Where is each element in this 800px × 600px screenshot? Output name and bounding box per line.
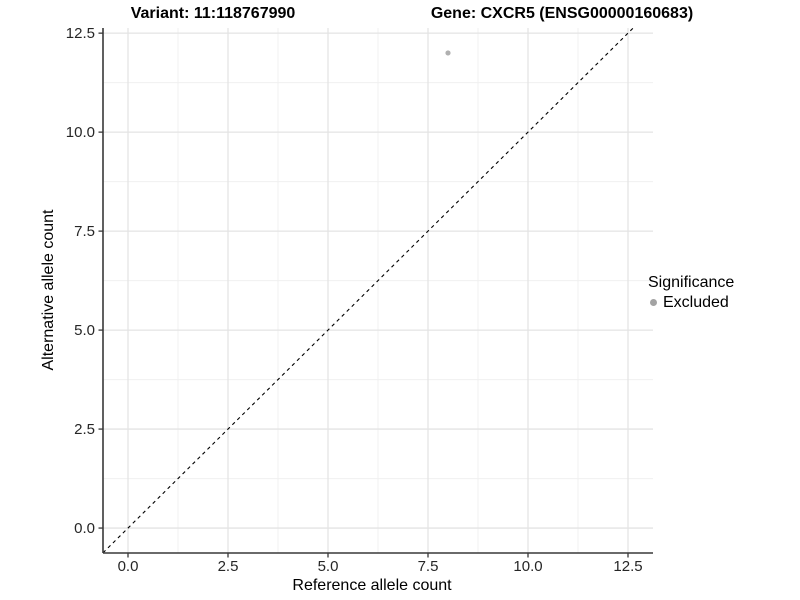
- variant-title: Variant: 11:118767990: [130, 5, 296, 22]
- identity-line: [102, 27, 634, 554]
- y-tick-label: 2.5: [74, 421, 95, 438]
- gene-title: Gene: CXCR5 (ENSG00000160683): [430, 5, 694, 22]
- data-point: [445, 50, 451, 56]
- y-tick-label: 0.0: [74, 520, 95, 537]
- legend-entry-excluded: Excluded: [646, 293, 734, 312]
- legend-key-dot: [650, 299, 657, 306]
- y-tick-label: 5.0: [74, 322, 95, 339]
- y-tick-label: 10.0: [66, 124, 95, 141]
- y-tick-label: 7.5: [74, 223, 95, 240]
- legend-title: Significance: [648, 274, 735, 291]
- legend: Significance Excluded: [646, 273, 734, 312]
- y-tick-label: 12.5: [66, 25, 95, 42]
- x-tick-label: 10.0: [513, 558, 542, 575]
- x-tick-label: 0.0: [118, 558, 139, 575]
- x-tick-label: 12.5: [613, 558, 642, 575]
- x-tick-label: 5.0: [318, 558, 339, 575]
- x-axis-title: Reference allele count: [292, 577, 452, 594]
- y-axis-title: Alternative allele count: [40, 209, 57, 371]
- legend-entry-label: Excluded: [663, 294, 729, 311]
- x-tick-label: 2.5: [218, 558, 239, 575]
- x-tick-label: 7.5: [418, 558, 439, 575]
